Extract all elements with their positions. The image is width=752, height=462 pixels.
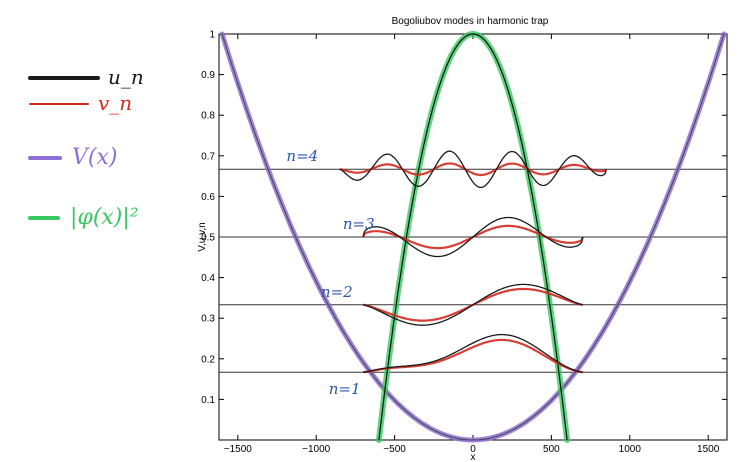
mode-label: n=3 bbox=[343, 215, 375, 233]
x-tick-label: 500 bbox=[543, 444, 560, 455]
y-tick-label: 1 bbox=[209, 30, 215, 41]
mode-label: n=2 bbox=[321, 283, 353, 301]
x-tick-label: 1500 bbox=[697, 444, 720, 455]
v-mode-curve bbox=[363, 338, 583, 374]
y-tick-label: 0.8 bbox=[201, 111, 215, 122]
y-tick-label: 0.3 bbox=[201, 314, 215, 325]
u-modes bbox=[339, 150, 607, 373]
y-tick-label: 0.4 bbox=[201, 273, 215, 284]
u-mode-curve bbox=[363, 283, 583, 326]
y-tick-label: 0.5 bbox=[201, 233, 215, 244]
x-axis-label: x bbox=[471, 452, 476, 462]
v-modes bbox=[339, 162, 608, 374]
u-mode-curve bbox=[363, 333, 583, 373]
x-tick-label: −500 bbox=[383, 444, 406, 455]
legend: u_nv_n V(x) |φ(x)|² bbox=[28, 65, 144, 230]
mode-baselines bbox=[219, 168, 727, 373]
mode-label: n=1 bbox=[329, 380, 361, 398]
x-tick-label: −1000 bbox=[302, 444, 331, 455]
y-tick-label: 0.2 bbox=[201, 354, 215, 365]
legend-label: |φ(x)|² bbox=[70, 205, 139, 230]
density-series bbox=[375, 30, 571, 443]
y-axis-label: V,u,v,n bbox=[197, 222, 208, 251]
y-tick-label: 0.6 bbox=[201, 192, 215, 203]
u-mode-curve bbox=[339, 150, 607, 189]
u-mode-curve bbox=[362, 216, 584, 258]
mode-label: n=4 bbox=[286, 147, 318, 165]
legend-label: V(x) bbox=[72, 145, 117, 170]
axes-ticks: −1500 −1000 −500 0 500 1000 1500 0.1 0.2 0.3 0.4 0.… bbox=[201, 30, 727, 455]
chart-title: Bogoliubov modes in harmonic trap bbox=[392, 16, 549, 27]
y-tick-label: 0.7 bbox=[201, 151, 215, 162]
potential-series bbox=[219, 31, 727, 443]
y-tick-label: 0.1 bbox=[201, 395, 215, 406]
legend-label: u_n bbox=[108, 65, 144, 89]
density-curve-ink bbox=[378, 33, 568, 441]
legend-label: v_n bbox=[98, 91, 132, 115]
mode-labels: n=1 n=2 n=3 n=4 bbox=[286, 147, 374, 398]
potential-curve-ink bbox=[221, 33, 725, 441]
x-tick-label: 1000 bbox=[619, 444, 642, 455]
v-mode-curve bbox=[339, 162, 608, 177]
x-tick-label: −1500 bbox=[224, 444, 253, 455]
y-tick-label: 0.9 bbox=[201, 70, 215, 81]
x-tick-label: 0 bbox=[470, 444, 476, 455]
